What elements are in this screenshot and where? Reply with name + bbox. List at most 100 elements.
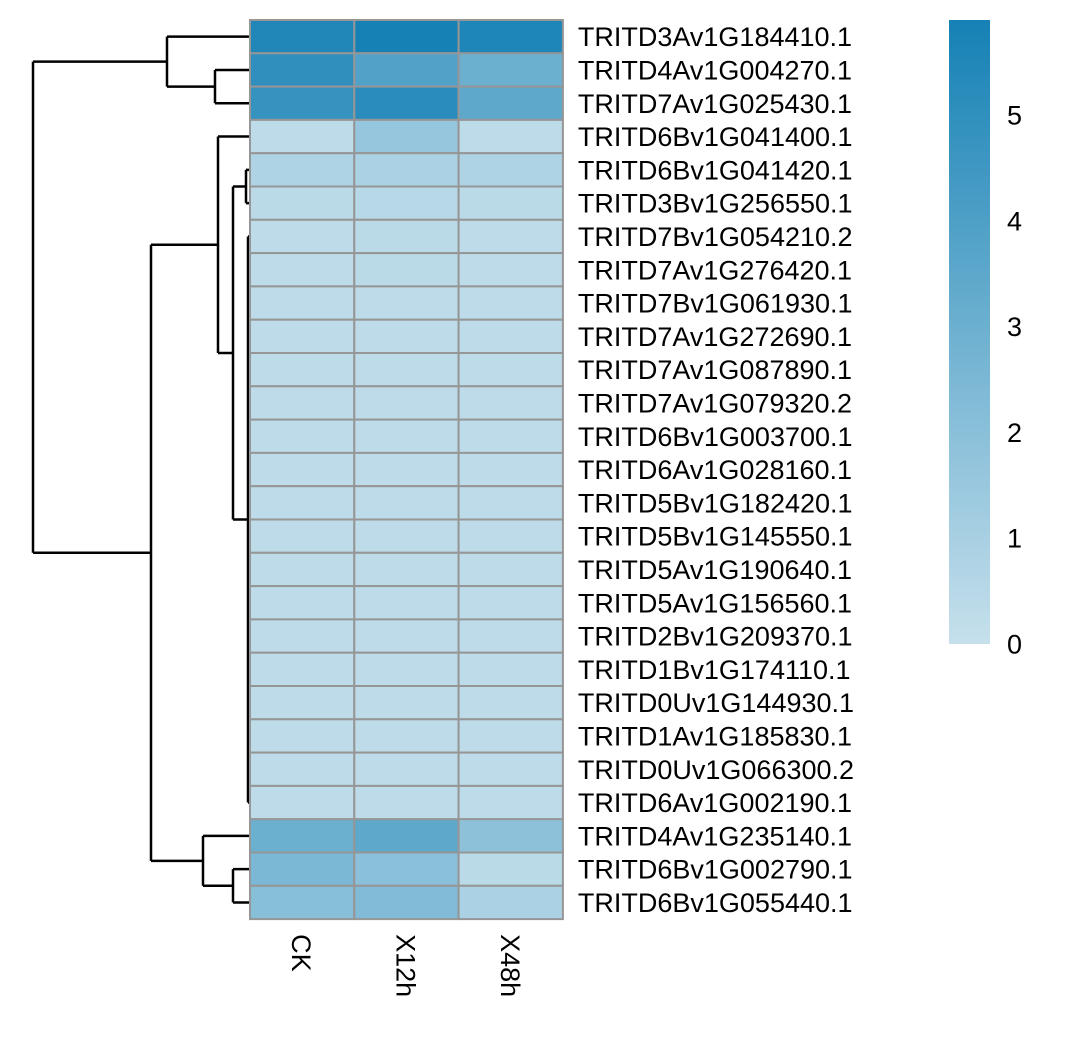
heatmap-cell [457,884,564,921]
heatmap-cell [457,585,564,621]
heatmap-cell [353,352,460,388]
column-labels: CK X12h X48h [286,934,525,997]
row-label: TRITD5Av1G156560.1 [578,588,852,618]
row-label: TRITD6Av1G002190.1 [578,788,852,818]
heatmap-cell [249,551,356,588]
row-label: TRITD0Uv1G144930.1 [578,688,854,718]
row-label: TRITD5Bv1G182420.1 [578,488,853,518]
heatmap-cell [353,318,460,355]
heatmap-cell [249,385,356,421]
heatmap-cell [249,585,356,621]
heatmap-cell [353,585,460,621]
heatmap-cell [457,751,564,787]
row-label: TRITD6Bv1G041400.1 [578,122,853,152]
heatmap-cell [353,518,460,554]
heatmap-cell [353,451,460,488]
heatmap-cell [457,152,564,188]
row-label: TRITD5Av1G190640.1 [578,555,852,585]
row-label: TRITD6Bv1G055440.1 [578,888,853,918]
heatmap-cell [353,651,460,688]
row-label: TRITD1Av1G185830.1 [578,721,852,751]
heatmap-cell [249,518,356,554]
heatmap-cell [457,285,564,321]
heatmap-cell [457,518,564,554]
heatmap-cell [353,551,460,588]
legend-colorbar [949,20,990,644]
heatmap-cell [457,718,564,754]
row-label: TRITD7Av1G087890.1 [578,355,852,385]
color-legend: 0 1 2 3 4 5 [949,20,1022,660]
row-label: TRITD3Av1G184410.1 [578,22,852,52]
legend-tick-label: 5 [1007,101,1022,131]
heatmap-cell [457,352,564,388]
heatmap-cell [249,485,356,521]
heatmap-cell [353,718,460,754]
heatmap-cell [457,651,564,688]
heatmap-cell [249,118,356,155]
row-label: TRITD4Av1G004270.1 [578,55,852,85]
heatmap-cell [249,451,356,488]
heatmap-cell [457,451,564,488]
heatmap-cell [249,651,356,688]
legend-tick-label: 4 [1007,206,1022,236]
row-label: TRITD1Bv1G174110.1 [578,655,851,685]
row-label: TRITD7Av1G276420.1 [578,255,852,285]
heatmap-cell [249,784,356,821]
heatmap-cell [457,784,564,821]
heatmap-cell [457,851,564,887]
heatmap-cell [457,52,564,88]
heatmap-cell [249,884,356,921]
heatmap-cell [457,418,564,454]
heatmap-cell [249,685,356,721]
row-label: TRITD7Av1G025430.1 [578,89,852,119]
row-label: TRITD4Av1G235140.1 [578,821,852,851]
heatmap-cell [457,818,564,854]
heatmap-cell [457,318,564,355]
heatmap-cell [249,19,356,55]
row-dendrogram [31,35,250,904]
heatmap-cell [457,85,564,121]
heatmap-cell [249,285,356,321]
legend-tick-label: 3 [1007,312,1022,342]
heatmap-cell [353,784,460,821]
heatmap-cell [457,19,564,55]
heatmap-cell [457,252,564,288]
heatmap-cell [353,818,460,854]
row-label: TRITD7Bv1G054210.2 [578,222,853,252]
heatmap-cell [353,185,460,221]
row-label: TRITD0Uv1G066300.2 [578,755,854,785]
heatmap-cell [353,751,460,787]
heatmap-cell [249,751,356,787]
heatmap-cell [457,185,564,221]
heatmap-cells [249,19,564,921]
heatmap-cell [249,818,356,854]
heatmap-cell [353,19,460,55]
heatmap-cell [457,485,564,521]
heatmap-cell [457,385,564,421]
heatmap-cell [353,218,460,255]
heatmap-cell [457,118,564,155]
heatmap-cell [249,252,356,288]
heatmap-cell [249,52,356,88]
heatmap-cell [353,418,460,454]
heatmap-cell [353,851,460,887]
heatmap-cell [353,152,460,188]
legend-ticks: 0 1 2 3 4 5 [1007,101,1022,660]
heatmap-cell [249,851,356,887]
heatmap-cell [353,85,460,121]
heatmap-cell [457,551,564,588]
column-label: X48h [495,934,525,997]
heatmap-cell [249,85,356,121]
row-label: TRITD3Bv1G256550.1 [578,189,853,219]
heatmap-cell [353,285,460,321]
row-label: TRITD6Bv1G003700.1 [578,422,853,452]
row-label: TRITD5Bv1G145550.1 [578,522,853,552]
legend-tick-label: 1 [1007,524,1022,554]
row-label: TRITD6Bv1G041420.1 [578,155,853,185]
heatmap-cell [353,118,460,155]
heatmap-cell [353,52,460,88]
legend-tick-label: 0 [1007,630,1022,660]
legend-tick-label: 2 [1007,418,1022,448]
row-label: TRITD7Av1G272690.1 [578,322,852,352]
heatmap-cell [249,185,356,221]
